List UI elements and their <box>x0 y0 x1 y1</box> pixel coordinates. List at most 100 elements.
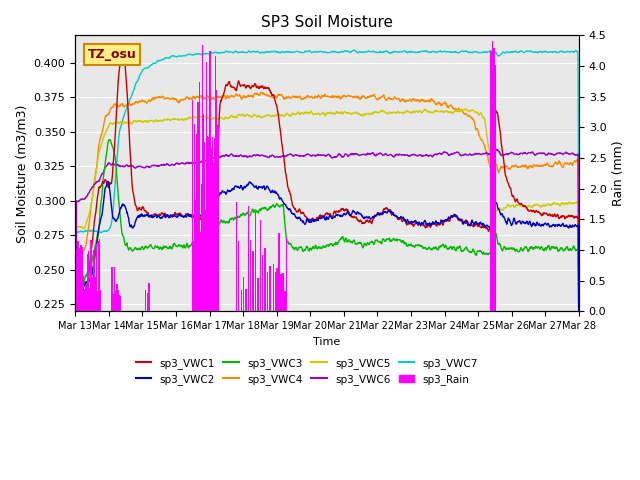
Bar <box>97 291 98 312</box>
Bar <box>260 220 261 312</box>
Bar <box>245 289 246 312</box>
Bar <box>120 296 121 312</box>
Bar <box>76 250 77 312</box>
Bar <box>84 285 86 312</box>
Bar <box>92 277 94 312</box>
Bar <box>490 51 492 312</box>
Bar <box>111 267 113 312</box>
Bar <box>209 137 210 312</box>
Bar <box>212 137 213 312</box>
Bar <box>79 252 80 312</box>
Bar <box>280 274 282 312</box>
Bar <box>204 142 205 312</box>
Bar <box>207 136 208 312</box>
Bar <box>200 232 201 312</box>
Bar <box>86 283 87 312</box>
Bar <box>75 267 77 312</box>
Bar <box>248 205 249 312</box>
Bar <box>114 267 115 312</box>
Bar <box>95 287 97 312</box>
Bar <box>86 292 88 312</box>
Bar <box>209 51 211 312</box>
Bar <box>80 244 81 312</box>
Bar <box>201 184 202 312</box>
Bar <box>202 45 203 312</box>
Bar <box>95 276 96 312</box>
Bar <box>492 41 493 312</box>
Bar <box>275 272 276 312</box>
Y-axis label: Soil Moisture (m3/m3): Soil Moisture (m3/m3) <box>15 104 28 242</box>
Bar <box>198 108 200 312</box>
Bar <box>205 210 207 312</box>
Bar <box>264 248 266 312</box>
Bar <box>216 125 218 312</box>
Bar <box>148 283 150 312</box>
Bar <box>255 212 256 312</box>
Bar <box>83 291 84 312</box>
Bar <box>495 65 497 312</box>
Bar <box>284 291 285 312</box>
Title: SP3 Soil Moisture: SP3 Soil Moisture <box>261 15 393 30</box>
Bar <box>116 284 118 312</box>
Bar <box>78 245 79 312</box>
Bar <box>97 241 99 312</box>
Bar <box>236 202 237 312</box>
Bar <box>91 263 92 312</box>
Bar <box>267 272 268 312</box>
X-axis label: Time: Time <box>314 336 340 347</box>
Text: TZ_osu: TZ_osu <box>88 48 136 61</box>
Bar <box>250 240 252 312</box>
Bar <box>194 124 195 312</box>
Bar <box>98 252 100 312</box>
Bar <box>81 290 83 312</box>
Bar <box>77 241 79 312</box>
Bar <box>93 250 95 312</box>
Bar <box>211 230 212 312</box>
Bar <box>276 268 278 312</box>
Bar <box>196 262 198 312</box>
Bar <box>253 251 254 312</box>
Bar <box>286 238 287 312</box>
Bar <box>84 289 85 312</box>
Bar <box>204 213 205 312</box>
Bar <box>99 239 100 312</box>
Bar <box>145 290 147 312</box>
Bar <box>195 134 197 312</box>
Bar <box>493 48 495 312</box>
Bar <box>195 200 196 312</box>
Bar <box>85 288 86 312</box>
Bar <box>96 244 97 312</box>
Bar <box>206 61 207 312</box>
Bar <box>262 255 264 312</box>
Bar <box>207 137 209 312</box>
Bar <box>147 293 148 312</box>
Bar <box>82 247 83 312</box>
Bar <box>213 163 214 312</box>
Bar <box>89 288 90 312</box>
Bar <box>238 241 239 312</box>
Bar <box>113 294 114 312</box>
Bar <box>273 264 274 312</box>
Bar <box>193 240 195 312</box>
Bar <box>79 248 81 312</box>
Bar <box>214 138 215 312</box>
Bar <box>118 295 120 312</box>
Bar <box>199 82 200 312</box>
Bar <box>90 259 91 312</box>
Bar <box>243 277 244 312</box>
Bar <box>202 114 204 312</box>
Bar <box>197 102 198 312</box>
Bar <box>117 290 119 312</box>
Bar <box>92 284 93 312</box>
Bar <box>88 254 89 312</box>
Bar <box>278 233 280 312</box>
Bar <box>214 56 216 312</box>
Bar <box>90 240 92 312</box>
Bar <box>241 290 242 312</box>
Bar <box>192 100 193 312</box>
Bar <box>211 148 212 312</box>
Bar <box>257 278 259 312</box>
Bar <box>115 291 116 312</box>
Bar <box>94 255 95 312</box>
Bar <box>88 251 90 312</box>
